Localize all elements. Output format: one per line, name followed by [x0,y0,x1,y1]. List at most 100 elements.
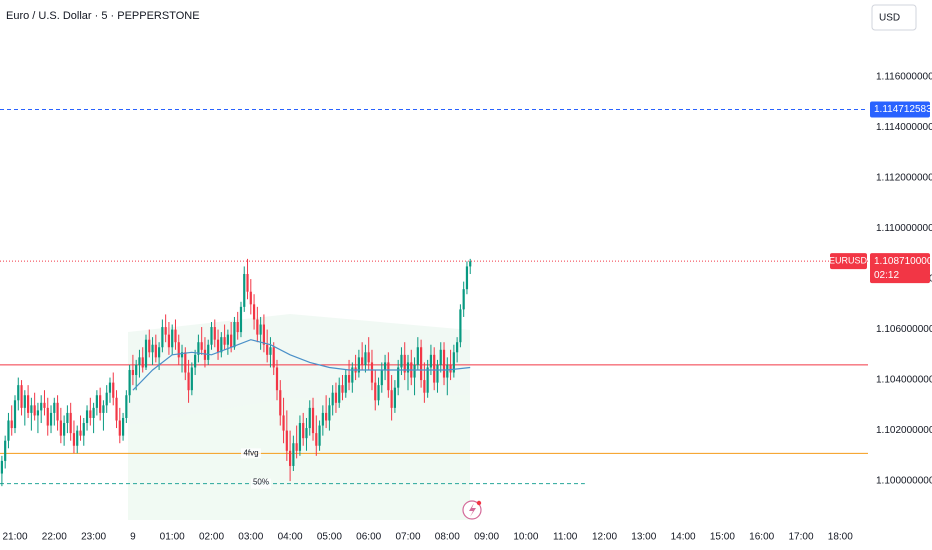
candle-body [7,420,10,441]
candle-body [30,405,33,413]
candle-body [20,385,23,408]
candle-body [420,347,423,381]
currency-button[interactable] [871,4,917,31]
candle-body [10,420,13,429]
candle-body [167,334,171,348]
level-text: 50% [253,478,269,487]
candle-body [223,337,226,345]
candle-body [154,344,157,358]
candle-body [282,415,285,431]
candle-body [125,395,128,418]
candle-body [216,339,220,353]
candle-body [433,354,436,383]
candle-body [194,354,197,368]
candle-body [429,354,433,368]
candle-body [85,410,89,424]
candle-body [210,327,213,345]
candle-body [112,382,115,398]
candle-body [318,425,321,446]
candle-body [239,306,243,333]
candle-body [442,349,446,378]
candle-body [82,423,85,436]
candle-body [17,385,20,401]
y-tick-label: 1.110000000 [876,223,932,234]
candle-body [40,402,43,411]
symbol-tag-label: EURUSD [829,256,868,266]
candle-body [361,357,364,365]
candle-body [190,367,193,391]
y-tick-label: 1.114000000 [876,122,932,133]
candle-body [426,367,429,393]
y-tick-label: 1.100000000 [876,476,932,487]
x-tick-label: 15:00 [710,532,735,543]
candle-body [128,369,131,396]
candle-body [213,327,216,340]
candle-body [36,410,40,416]
candle-body [46,407,49,426]
candle-body [246,274,249,292]
candle-body [249,291,252,305]
candle-body [266,344,269,355]
candle-body [252,304,256,320]
candle-body [351,367,354,383]
candle-body [171,329,174,348]
candle-body [347,375,351,383]
candle-body [27,395,30,413]
x-tick-label: 9 [130,532,136,543]
candle-body [328,405,331,421]
candle-body [197,342,200,355]
x-tick-label: 09:00 [474,532,499,543]
candle-body [4,440,7,461]
x-tick-label: 13:00 [631,532,656,543]
candle-body [403,354,406,373]
moving-average [132,339,471,391]
candle-body [158,347,161,358]
y-tick-label: 1.112000000 [876,173,932,184]
currency-label[interactable]: USD [879,13,900,24]
candle-body [364,352,367,365]
plot-area: 4fvg 50% [0,109,868,489]
candle-body [115,397,118,421]
candle-body [279,390,282,416]
candle-body [406,362,410,373]
candle-body [256,319,259,335]
candle-body [226,334,229,345]
candle-body [469,261,472,267]
candle-body [144,339,148,368]
candle-body [338,385,341,403]
candle-body [63,423,66,436]
level-text: 4fvg [243,448,258,457]
candle-body [59,420,62,436]
candle-body [95,395,98,408]
alert-tag-label: 1.114712583 [874,104,932,115]
candle-body [452,352,455,373]
x-tick-label: 07:00 [395,532,420,543]
candle-body [207,344,210,360]
countdown-label: 02:12 [874,270,899,281]
alert-icon[interactable] [462,500,482,520]
candle-body [383,362,387,370]
candle-body [397,367,400,388]
price-tag [870,253,930,284]
candle-body [99,395,102,413]
candle-body [177,342,180,358]
candle-body [367,352,370,363]
chart-title: Euro / U.S. Dollar · 5 · PEPPERSTONE [6,10,200,22]
candle-body [449,364,452,373]
x-tick-label: 23:00 [81,532,106,543]
candle-body [344,375,347,393]
candle-body [370,362,374,383]
x-tick-label: 21:00 [2,532,27,543]
candle-body [56,402,59,421]
candle-body [416,347,419,365]
y-tick-label: 1.116000000 [876,72,932,83]
candle-body [0,460,3,474]
candle-body [148,339,151,353]
x-tick-label: 10:00 [513,532,538,543]
candle-body [105,392,108,406]
candle-body [118,420,121,436]
x-tick-label: 01:00 [160,532,185,543]
candle-body [121,417,125,436]
candle-body [275,367,279,391]
candle-body [89,410,92,418]
